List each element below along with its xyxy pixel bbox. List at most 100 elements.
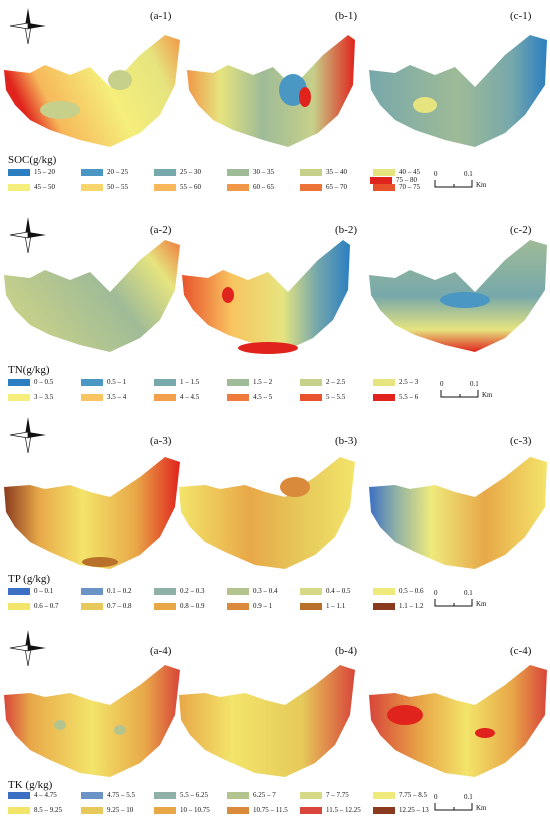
map-b3	[179, 457, 355, 569]
legend-label: 50 – 55	[107, 183, 128, 191]
legend-label: 0.5 – 0.6	[399, 587, 424, 595]
legend-label: 40 – 45	[399, 168, 420, 176]
map-c4	[369, 665, 547, 777]
legend-swatch	[8, 791, 30, 799]
legend-label: 0.8 – 0.9	[180, 602, 205, 610]
legend-label: 3 – 3.5	[34, 393, 54, 401]
legend-swatch	[154, 393, 176, 401]
legend-label: 7.75 – 8.5	[399, 791, 427, 799]
legend-swatch	[300, 791, 322, 799]
panel-label-b2: (b-2)	[335, 224, 357, 236]
legend-swatch	[81, 791, 103, 799]
legend-label: 4 – 4.5	[180, 393, 200, 401]
scalebar-unit: Km	[476, 804, 487, 812]
legend-item: 4 – 4.75	[8, 791, 57, 799]
legend-swatch	[373, 378, 395, 386]
legend-swatch	[227, 806, 249, 814]
legend-item: 2.5 – 3	[373, 378, 418, 386]
scalebar-tick: 0.1	[464, 793, 473, 801]
legend-item: 1 – 1.5	[154, 378, 199, 386]
legend-label: 4.75 – 5.5	[107, 791, 135, 799]
legend-tp: 0 – 0.1 0.1 – 0.2 0.2 – 0.3 0.3 – 0.4 0.4 – …	[0, 587, 440, 617]
legend-item: 4.5 – 5	[227, 393, 272, 401]
scalebar-tk: 0 0.1 Km	[434, 793, 514, 823]
map-b2	[182, 240, 350, 354]
legend-swatch	[81, 587, 103, 595]
legend-item: 5.5 – 6.25	[154, 791, 208, 799]
legend-item: 30 – 35	[227, 168, 274, 176]
scalebar-tick: 0.1	[464, 170, 473, 178]
panel-label-a1: (a-1)	[150, 10, 172, 22]
legend-swatch	[8, 393, 30, 401]
legend-item: 40 – 45	[373, 168, 420, 176]
legend-label: 0 – 0.1	[34, 587, 54, 595]
legend-swatch	[227, 393, 249, 401]
panel-label-b3: (b-3)	[335, 435, 357, 447]
legend-item: 5.5 – 6	[373, 393, 418, 401]
legend-item: 0.6 – 0.7	[8, 602, 59, 610]
scalebar-tn: 0 0.1 Km	[440, 380, 520, 410]
legend-swatch	[8, 183, 30, 191]
legend-item: 65 – 70	[300, 183, 347, 191]
legend-item: 70 – 75	[373, 183, 420, 191]
legend-label: 75 – 80	[396, 176, 417, 184]
legend-item: 1.1 – 1.2	[373, 602, 424, 610]
legend-swatch	[300, 393, 322, 401]
legend-swatch	[373, 183, 395, 191]
legend-swatch	[81, 378, 103, 386]
legend-swatch	[300, 602, 322, 610]
legend-swatch	[154, 183, 176, 191]
legend-label: 8.5 – 9.25	[34, 806, 62, 814]
panel-label-a4: (a-4)	[150, 645, 172, 657]
legend-title-tn: TN(g/kg)	[8, 364, 50, 376]
compass-rose-icon	[9, 630, 46, 667]
legend-swatch	[227, 587, 249, 595]
legend-swatch	[373, 168, 395, 176]
panel-label-c1: (c-1)	[510, 10, 532, 22]
panel-label-b4: (b-4)	[335, 645, 357, 657]
legend-item: 7.75 – 8.5	[373, 791, 427, 799]
legend-swatch	[373, 393, 395, 401]
legend-swatch	[373, 791, 395, 799]
legend-item: 0.2 – 0.3	[154, 587, 205, 595]
legend-label: 5 – 5.5	[326, 393, 346, 401]
map-a4	[4, 665, 180, 777]
legend-item: 45 – 50	[8, 183, 55, 191]
legend-item: 0.5 – 0.6	[373, 587, 424, 595]
legend-tn: 0 – 0.5 0.5 – 1 1 – 1.5 1.5 – 2 2 – 2.5 2.5 –…	[0, 378, 440, 408]
legend-title-tk: TK (g/kg)	[8, 779, 53, 791]
legend-swatch	[154, 378, 176, 386]
legend-label: 5.5 – 6	[399, 393, 419, 401]
legend-item: 8.5 – 9.25	[8, 806, 62, 814]
legend-item: 11.5 – 12.25	[300, 806, 361, 814]
legend-label: 30 – 35	[253, 168, 274, 176]
legend-swatch	[154, 602, 176, 610]
legend-title-tp: TP (g/kg)	[8, 573, 51, 585]
legend-item: 5 – 5.5	[300, 393, 345, 401]
legend-item: 0.3 – 0.4	[227, 587, 278, 595]
legend-swatch	[81, 602, 103, 610]
legend-item: 0.4 – 0.5	[300, 587, 351, 595]
legend-label: 5.5 – 6.25	[180, 791, 208, 799]
legend-swatch	[154, 587, 176, 595]
legend-swatch	[373, 602, 395, 610]
legend-swatch	[300, 587, 322, 595]
legend-item: 75 – 80	[370, 176, 417, 184]
panel-label-c2: (c-2)	[510, 224, 532, 236]
legend-swatch	[227, 183, 249, 191]
legend-item: 3.5 – 4	[81, 393, 126, 401]
legend-item: 35 – 40	[300, 168, 347, 176]
map-b4	[179, 665, 355, 777]
legend-label: 25 – 30	[180, 168, 201, 176]
legend-label: 2 – 2.5	[326, 378, 346, 386]
legend-label: 1.1 – 1.2	[399, 602, 424, 610]
legend-item: 7 – 7.75	[300, 791, 349, 799]
legend-label: 9.25 – 10	[107, 806, 134, 814]
legend-item: 10 – 10.75	[154, 806, 210, 814]
legend-swatch	[300, 806, 322, 814]
legend-swatch	[373, 587, 395, 595]
scalebar-unit: Km	[476, 181, 487, 189]
panel-label-c4: (c-4)	[510, 645, 532, 657]
legend-item: 50 – 55	[81, 183, 128, 191]
scalebar-zero: 0	[434, 793, 438, 801]
